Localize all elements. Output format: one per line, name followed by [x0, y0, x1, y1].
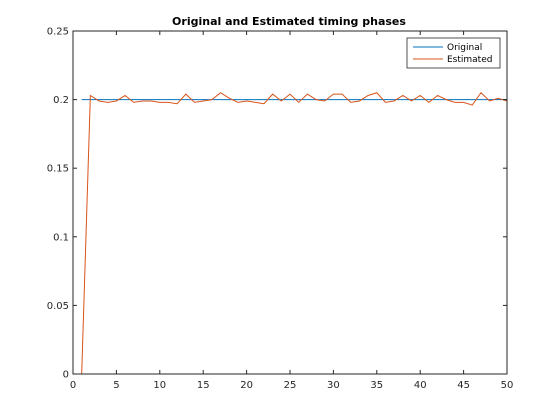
y-tick-label: 0.05 [47, 301, 69, 312]
x-tick-label: 35 [370, 380, 383, 391]
chart-title: Original and Estimated timing phases [172, 15, 406, 28]
y-tick-label: 0 [63, 370, 69, 381]
axes-layer: 0 5 10 15 20 25 30 35 40 45 50 0 0.05 0.1 0.15 0.2 0.25 [47, 27, 514, 392]
x-tick-label: 10 [153, 380, 166, 391]
x-tick-label: 40 [414, 380, 427, 391]
y-tick-label: 0.15 [47, 164, 69, 175]
legend-label-original: Original [447, 43, 482, 53]
x-tick-label: 5 [113, 380, 119, 391]
x-tick-label: 45 [457, 380, 470, 391]
x-tick-label: 25 [284, 380, 297, 391]
x-tick-label: 50 [501, 380, 514, 391]
y-tick-label: 0.1 [53, 232, 69, 243]
legend: Original Estimated [406, 37, 501, 69]
x-tick-label: 30 [327, 380, 340, 391]
plot-area [73, 31, 507, 374]
legend-box [406, 37, 501, 69]
series-line-estimated [81, 91, 508, 375]
x-tick-label: 20 [240, 380, 253, 391]
y-tick-label: 0.25 [47, 27, 69, 38]
series-layer [81, 91, 508, 375]
x-tick-label: 15 [197, 380, 210, 391]
y-tick-label: 0.2 [53, 95, 69, 106]
legend-label-estimated: Estimated [447, 55, 492, 65]
x-tick-label: 0 [70, 380, 76, 391]
